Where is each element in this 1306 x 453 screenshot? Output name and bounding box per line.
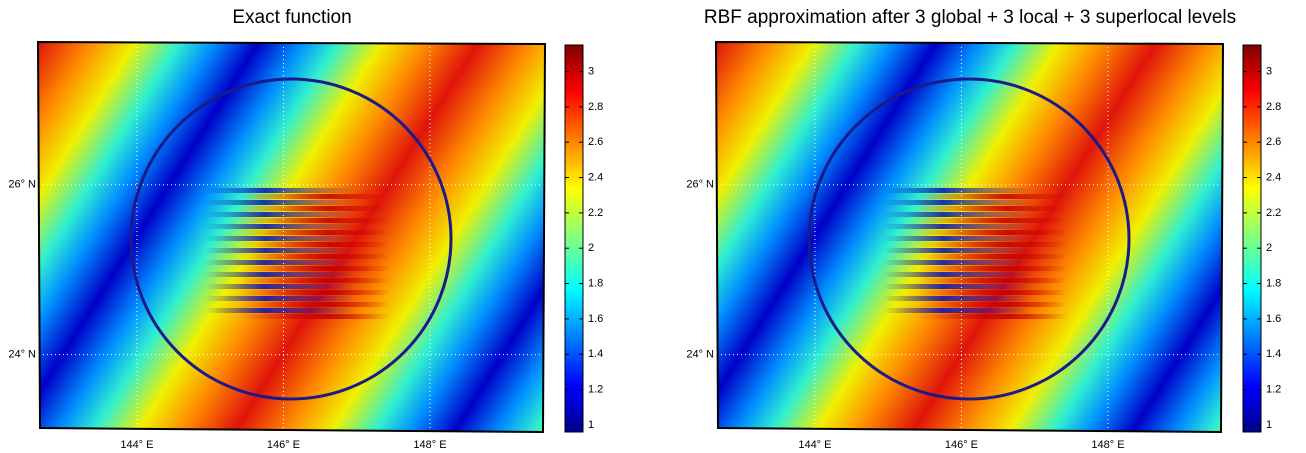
stripe	[205, 188, 355, 193]
stripe	[918, 314, 1068, 319]
colorbar	[564, 44, 584, 433]
stripe	[205, 272, 355, 277]
stripe	[240, 302, 390, 307]
colorbar-label: 2.8	[1266, 101, 1281, 113]
y-tick-label: 24° N	[8, 349, 36, 361]
colorbar-label: 1.2	[588, 383, 603, 395]
stripe	[918, 218, 1068, 223]
stripe	[240, 278, 390, 283]
x-tick-label: 144° E	[120, 439, 153, 451]
x-tick-label: 146° E	[945, 439, 978, 451]
colorbar-label: 2.6	[588, 136, 603, 148]
stripe	[205, 236, 355, 241]
colorbar-label: 1.6	[588, 313, 603, 325]
colorbar-label: 2.4	[588, 171, 603, 183]
x-tick-label: 148° E	[1091, 439, 1124, 451]
stripe	[918, 278, 1068, 283]
stripe	[205, 260, 355, 265]
stripe	[240, 242, 390, 247]
colorbar-label: 1.4	[1266, 348, 1281, 360]
stripe	[883, 260, 1033, 265]
colorbar	[1242, 44, 1262, 433]
stripe	[918, 230, 1068, 235]
y-tick-label: 26° N	[686, 179, 714, 191]
stripe	[205, 248, 355, 253]
stripe	[240, 290, 390, 295]
stripe	[883, 236, 1033, 241]
oscillation	[883, 188, 1068, 319]
stripe	[883, 188, 1033, 193]
stripe	[918, 206, 1068, 211]
stripe	[205, 224, 355, 229]
stripe	[883, 224, 1033, 229]
domain-circle	[129, 77, 453, 401]
map-frame	[714, 40, 1225, 434]
stripe	[918, 242, 1068, 247]
stripe	[240, 254, 390, 259]
stripe	[918, 266, 1068, 271]
stripe	[205, 284, 355, 289]
colorbar-label: 2	[588, 242, 594, 254]
x-tick-label: 144° E	[798, 439, 831, 451]
panel-title: Exact function	[232, 7, 351, 28]
y-tick-label: 24° N	[686, 349, 714, 361]
colorbar-label: 2.2	[588, 207, 603, 219]
colorbar-label: 3	[588, 65, 594, 77]
stripe	[240, 206, 390, 211]
colorbar-label: 2.8	[588, 101, 603, 113]
stripe	[883, 284, 1033, 289]
stripe	[918, 290, 1068, 295]
colorbar-label: 2.6	[1266, 136, 1281, 148]
colorbar-label: 3	[1266, 65, 1272, 77]
colorbar-label: 1.6	[1266, 313, 1281, 325]
domain-circle	[807, 77, 1131, 401]
colorbar-label: 2.4	[1266, 171, 1281, 183]
y-tick-label: 26° N	[8, 179, 36, 191]
stripe	[918, 302, 1068, 307]
map-frame	[36, 40, 547, 434]
colorbar-label: 2.2	[1266, 207, 1281, 219]
stripe	[918, 254, 1068, 259]
stripe	[240, 266, 390, 271]
panel: RBF approximation after 3 global + 3 loc…	[686, 7, 1281, 451]
colorbar-label: 2	[1266, 242, 1272, 254]
stripe	[240, 230, 390, 235]
stripe	[883, 248, 1033, 253]
colorbar-label: 1	[588, 419, 594, 431]
panel: Exact function 144° E 146° E 148° E 24° N 26°…	[8, 7, 603, 451]
stripe	[205, 308, 355, 313]
stripe	[240, 218, 390, 223]
stripe	[240, 194, 390, 199]
x-tick-label: 148° E	[413, 439, 446, 451]
oscillation	[205, 188, 390, 319]
stripe	[205, 212, 355, 217]
colorbar-label: 1	[1266, 419, 1272, 431]
colorbar-label: 1.8	[1266, 277, 1281, 289]
panel-title: RBF approximation after 3 global + 3 loc…	[704, 7, 1236, 28]
stripe	[918, 194, 1068, 199]
stripe	[883, 212, 1033, 217]
stripe	[240, 314, 390, 319]
stripe	[883, 200, 1033, 205]
colorbar-label: 1.8	[588, 277, 603, 289]
colorbar-label: 1.2	[1266, 383, 1281, 395]
stripe	[883, 272, 1033, 277]
stripe	[883, 296, 1033, 301]
stripe	[205, 200, 355, 205]
stripe	[205, 296, 355, 301]
x-tick-label: 146° E	[267, 439, 300, 451]
stripe	[883, 308, 1033, 313]
colorbar-label: 1.4	[588, 348, 603, 360]
